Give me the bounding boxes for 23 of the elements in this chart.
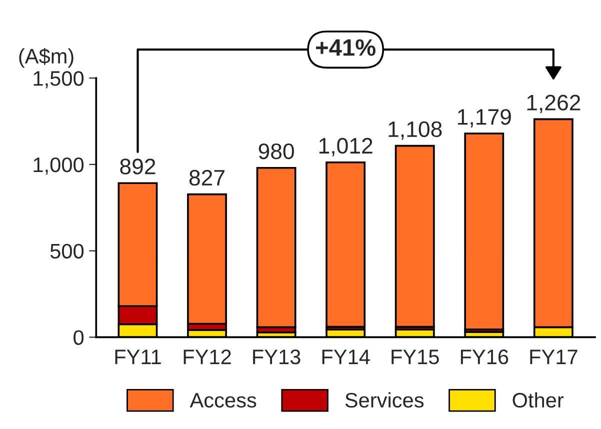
x-tick-label: FY14 bbox=[322, 350, 370, 364]
x-tick-label: FY17 bbox=[530, 350, 578, 364]
x-tick-label: FY15 bbox=[392, 350, 439, 364]
total-label: 980 bbox=[258, 143, 294, 160]
total-label: 1,108 bbox=[388, 121, 442, 140]
total-label: 827 bbox=[189, 170, 224, 186]
total-label: 1,179 bbox=[458, 109, 511, 128]
legend-label: Other bbox=[512, 392, 564, 408]
y-tick-label: 0 bbox=[74, 330, 84, 345]
legend-label: Services bbox=[345, 392, 424, 408]
x-tick-label: FY11 bbox=[115, 350, 161, 364]
total-label: 892 bbox=[120, 158, 156, 174]
y-tick-label: 1,000 bbox=[34, 157, 84, 175]
y-axis-title: (A$m) bbox=[19, 48, 74, 68]
x-tick-label: FY12 bbox=[184, 350, 231, 364]
x-tick-label: FY13 bbox=[253, 350, 300, 364]
total-label: 1,012 bbox=[319, 138, 372, 156]
y-tick-label: 500 bbox=[50, 244, 84, 259]
total-label: 1,262 bbox=[527, 94, 580, 114]
legend-label: Access bbox=[190, 393, 256, 408]
y-tick-label: 1,500 bbox=[34, 71, 84, 88]
text: +41% bbox=[316, 39, 376, 56]
x-tick-label: FY16 bbox=[460, 350, 508, 364]
